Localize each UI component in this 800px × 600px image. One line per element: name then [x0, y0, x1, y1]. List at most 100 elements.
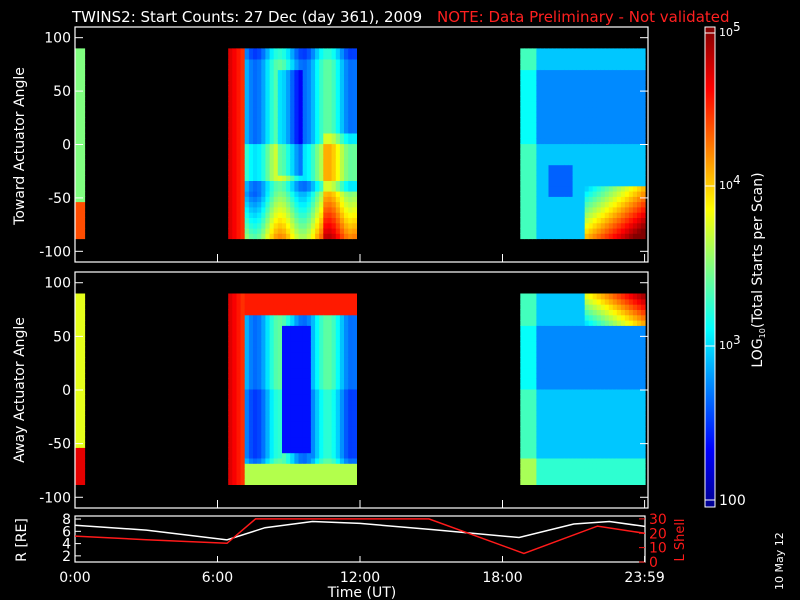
heatmap-cell — [327, 58, 333, 65]
heatmap-cell — [556, 196, 562, 203]
heatmap-cell — [588, 378, 594, 385]
heatmap-cell — [560, 479, 566, 485]
heatmap-cell — [236, 53, 242, 60]
heatmap-cell — [79, 48, 86, 55]
heatmap-cell — [323, 95, 328, 102]
heatmap-cell — [244, 394, 250, 401]
heatmap-cell — [236, 357, 242, 363]
heatmap-cell — [596, 212, 602, 218]
heatmap-cell — [544, 191, 549, 197]
heatmap-cell — [592, 404, 598, 411]
heatmap-cell — [286, 132, 291, 139]
heatmap-cell — [540, 217, 545, 224]
heatmap-cell — [600, 217, 606, 224]
heatmap-cell — [524, 431, 529, 438]
heatmap-cell — [556, 185, 562, 192]
heatmap-cell — [568, 362, 574, 369]
heatmap-cell — [306, 388, 312, 395]
heatmap-cell — [552, 341, 558, 348]
heatmap-cell — [273, 436, 279, 443]
xtick-label: 18:00 — [482, 570, 522, 586]
heatmap-cell — [273, 217, 279, 224]
heatmap-cell — [232, 164, 237, 171]
heatmap-cell — [568, 101, 574, 108]
heatmap-cell — [608, 351, 614, 358]
heatmap-cell — [273, 304, 279, 310]
heatmap-cell — [323, 309, 328, 316]
heatmap-cell — [588, 463, 594, 470]
heatmap-cell — [273, 132, 279, 139]
heatmap-cell — [560, 212, 566, 218]
heatmap-cell — [612, 383, 618, 390]
heatmap-cell — [269, 111, 275, 118]
heatmap-cell — [244, 426, 250, 432]
heatmap-cell — [520, 473, 525, 480]
heatmap-cell — [600, 196, 606, 203]
heatmap-cell — [544, 74, 549, 81]
heatmap-cell — [265, 357, 271, 363]
heatmap-cell — [544, 320, 549, 326]
heatmap-cell — [306, 436, 312, 443]
heatmap-cell — [560, 143, 566, 150]
heatmap-cell — [310, 404, 316, 411]
heatmap-cell — [269, 164, 275, 171]
heatmap-cell — [528, 180, 533, 187]
heatmap-cell — [641, 175, 646, 181]
heatmap-cell — [310, 74, 316, 81]
heatmap-cell — [548, 304, 554, 310]
heatmap-cell — [319, 431, 324, 438]
heatmap-cell — [269, 388, 275, 395]
heatmap-cell — [637, 148, 642, 155]
heatmap-cell — [572, 227, 578, 234]
heatmap-cell — [580, 175, 586, 181]
heatmap-cell — [240, 293, 246, 300]
heatmap-cell — [576, 415, 582, 422]
heatmap-cell — [616, 95, 622, 102]
heatmap-cell — [641, 442, 646, 448]
heatmap-cell — [331, 298, 337, 305]
heatmap-cell — [520, 378, 525, 385]
heatmap-cell — [273, 325, 279, 332]
heatmap-cell — [298, 138, 304, 145]
heatmap-cell — [524, 74, 529, 81]
heatmap-cell — [552, 314, 558, 321]
heatmap-cell — [331, 325, 337, 332]
heatmap-cell — [344, 122, 349, 129]
heatmap-cell — [228, 410, 233, 416]
heatmap-cell — [528, 48, 533, 55]
heatmap-cell — [327, 362, 333, 369]
heatmap-cell — [536, 64, 541, 71]
heatmap-cell — [580, 217, 586, 224]
heatmap-cell — [315, 159, 320, 166]
heatmap-cell — [580, 325, 586, 332]
heatmap-cell — [560, 80, 566, 86]
heatmap-cell — [232, 426, 237, 432]
heatmap-cell — [532, 388, 537, 395]
heatmap-cell — [544, 164, 549, 171]
heatmap-cell — [612, 420, 618, 427]
heatmap-cell — [616, 132, 622, 139]
heatmap-cell — [282, 217, 287, 224]
heatmap-cell — [248, 426, 254, 432]
heatmap-cell — [310, 431, 316, 438]
heatmap-cell — [628, 227, 634, 234]
heatmap-cell — [298, 111, 304, 118]
heatmap-cell — [584, 64, 590, 71]
heatmap-cell — [576, 473, 582, 480]
heatmap-cell — [632, 106, 638, 113]
heatmap-cell — [306, 117, 312, 123]
heatmap-cell — [331, 85, 337, 92]
heatmap-cell — [228, 117, 233, 123]
heatmap-cell — [608, 95, 614, 102]
heatmap-cell — [596, 341, 602, 348]
heatmap-cell — [315, 117, 320, 123]
heatmap-cell — [290, 212, 295, 218]
heatmap-cell — [604, 191, 610, 197]
heatmap-cell — [236, 304, 242, 310]
heatmap-cell — [273, 53, 279, 60]
heatmap-cell — [572, 106, 578, 113]
heatmap-cell — [315, 138, 320, 145]
heatmap-cell — [348, 48, 353, 55]
heatmap-cell — [323, 362, 328, 369]
